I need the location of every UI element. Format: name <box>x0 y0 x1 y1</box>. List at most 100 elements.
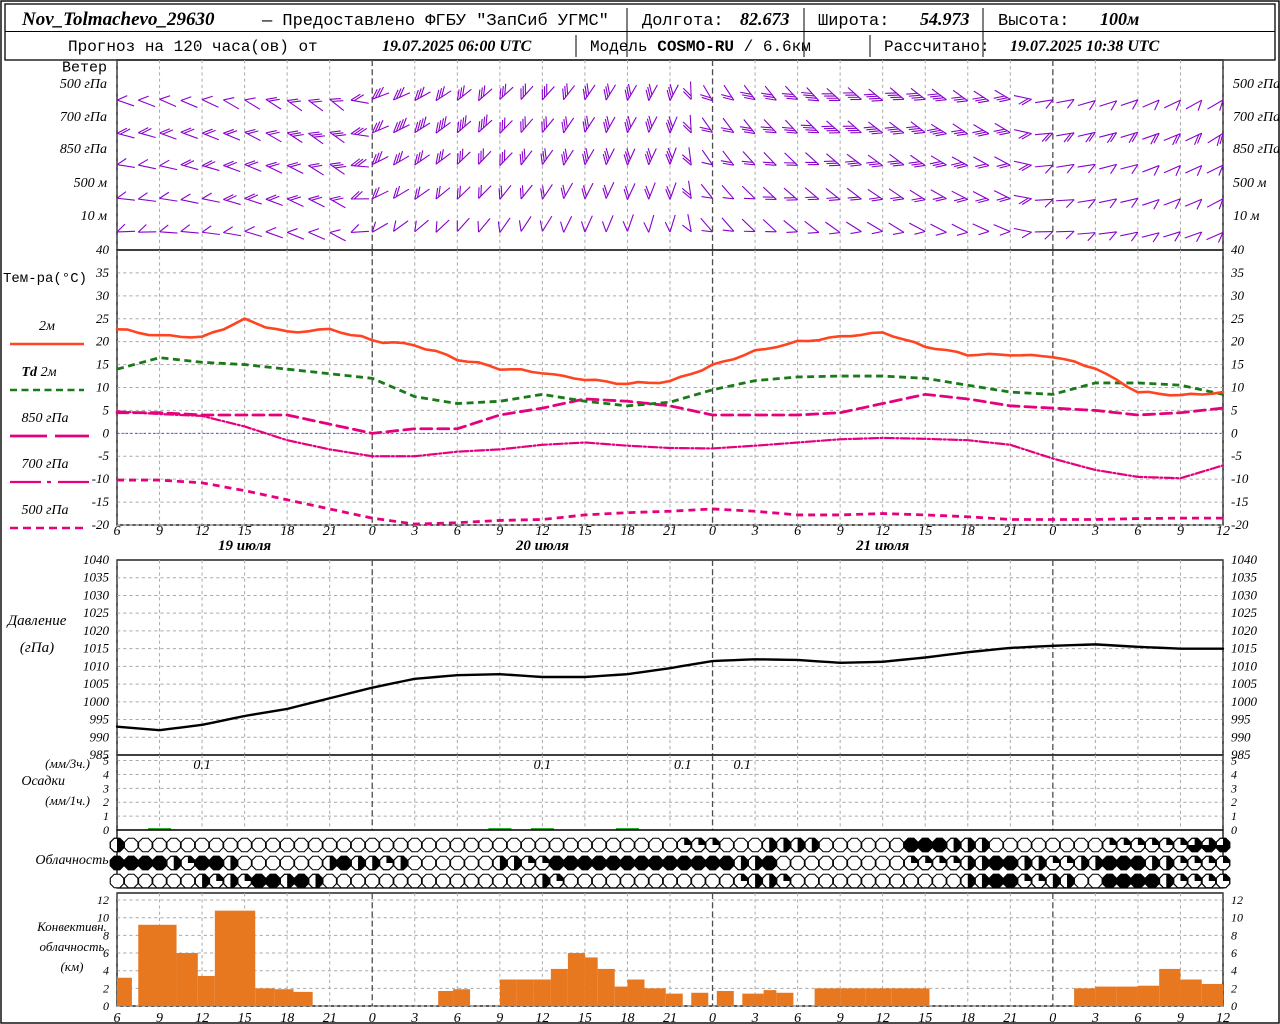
svg-text:3: 3 <box>1230 781 1237 795</box>
svg-text:6: 6 <box>1134 1011 1141 1024</box>
svg-text:1010: 1010 <box>83 658 110 673</box>
svg-text:18: 18 <box>280 1011 294 1024</box>
svg-text:8: 8 <box>1231 928 1237 942</box>
svg-text:0.1: 0.1 <box>734 758 752 773</box>
svg-text:3: 3 <box>410 524 418 539</box>
svg-text:0: 0 <box>1231 823 1237 837</box>
svg-text:6: 6 <box>1134 524 1141 539</box>
svg-text:9: 9 <box>496 524 503 539</box>
svg-text:10 м: 10 м <box>1233 209 1260 224</box>
svg-text:30: 30 <box>1230 288 1245 303</box>
svg-text:1000: 1000 <box>1231 694 1258 709</box>
svg-text:2: 2 <box>103 795 109 809</box>
svg-text:-20: -20 <box>1231 517 1249 532</box>
svg-text:1000: 1000 <box>83 694 110 709</box>
svg-text:995: 995 <box>90 712 110 727</box>
svg-text:1025: 1025 <box>1231 605 1258 620</box>
svg-text:6: 6 <box>1231 946 1237 960</box>
svg-text:1040: 1040 <box>83 552 110 567</box>
svg-text:82.673: 82.673 <box>740 9 790 29</box>
svg-text:1005: 1005 <box>83 676 110 691</box>
svg-text:Облачность: Облачность <box>35 853 108 868</box>
svg-text:6: 6 <box>114 524 121 539</box>
svg-text:10: 10 <box>1231 380 1245 395</box>
svg-text:19 июля: 19 июля <box>218 538 271 554</box>
svg-text:(гПа): (гПа) <box>20 640 54 656</box>
svg-text:12: 12 <box>535 1011 549 1024</box>
svg-text:12: 12 <box>97 893 109 907</box>
svg-text:20: 20 <box>1231 334 1245 349</box>
svg-text:6: 6 <box>794 1011 801 1024</box>
svg-text:15: 15 <box>1231 357 1245 372</box>
svg-text:Прогноз на 120 часа(ов) от: Прогноз на 120 часа(ов) от <box>68 38 318 56</box>
svg-text:35: 35 <box>95 265 110 280</box>
svg-text:9: 9 <box>156 1011 163 1024</box>
svg-text:(мм/3ч.): (мм/3ч.) <box>45 756 90 771</box>
svg-text:5: 5 <box>1231 754 1237 768</box>
svg-text:Nov_Tolmachevo_29630: Nov_Tolmachevo_29630 <box>21 9 215 30</box>
svg-text:850 гПа: 850 гПа <box>1233 142 1280 157</box>
svg-text:0: 0 <box>103 999 109 1013</box>
svg-text:40: 40 <box>96 242 110 257</box>
svg-text:12: 12 <box>1231 893 1243 907</box>
svg-text:3: 3 <box>1091 1011 1099 1024</box>
svg-text:9: 9 <box>1177 524 1184 539</box>
svg-text:25: 25 <box>96 311 110 326</box>
svg-text:19.07.2025 06:00 UTC: 19.07.2025 06:00 UTC <box>382 38 532 55</box>
svg-text:9: 9 <box>1177 1011 1184 1024</box>
svg-text:54.973: 54.973 <box>920 9 970 29</box>
svg-text:15: 15 <box>918 524 932 539</box>
svg-text:2: 2 <box>1231 795 1237 809</box>
svg-text:1: 1 <box>103 809 109 823</box>
svg-text:19.07.2025 10:38 UTC: 19.07.2025 10:38 UTC <box>1010 38 1160 55</box>
svg-text:18: 18 <box>961 1011 975 1024</box>
svg-text:1030: 1030 <box>1231 588 1258 603</box>
svg-text:12: 12 <box>535 524 549 539</box>
svg-text:(км): (км) <box>60 959 83 974</box>
svg-text:0.1: 0.1 <box>193 758 211 773</box>
svg-text:12: 12 <box>876 1011 890 1024</box>
svg-text:12: 12 <box>195 1011 209 1024</box>
svg-text:12: 12 <box>1216 524 1230 539</box>
svg-text:500 м: 500 м <box>74 176 108 191</box>
svg-text:1025: 1025 <box>83 605 110 620</box>
svg-text:0: 0 <box>1049 1011 1056 1024</box>
svg-text:10: 10 <box>96 380 110 395</box>
svg-text:850 гПа: 850 гПа <box>21 411 68 426</box>
svg-text:4: 4 <box>1231 964 1237 978</box>
svg-text:0: 0 <box>1231 425 1238 440</box>
svg-text:Модель COSMO-RU / 6.6км: Модель COSMO-RU / 6.6км <box>590 38 811 56</box>
svg-text:1020: 1020 <box>1231 623 1258 638</box>
svg-text:18: 18 <box>621 524 635 539</box>
svg-text:40: 40 <box>1231 242 1245 257</box>
svg-text:18: 18 <box>280 524 294 539</box>
svg-text:облачность: облачность <box>40 939 105 954</box>
svg-text:0: 0 <box>103 823 109 837</box>
svg-text:2м: 2м <box>39 319 55 334</box>
svg-text:990: 990 <box>90 729 110 744</box>
svg-text:1035: 1035 <box>83 570 110 585</box>
svg-text:21 июля: 21 июля <box>855 538 909 554</box>
svg-text:1040: 1040 <box>1231 552 1258 567</box>
svg-text:Долгота:: Долгота: <box>642 12 724 31</box>
svg-text:990: 990 <box>1231 729 1251 744</box>
svg-text:21: 21 <box>323 524 337 539</box>
svg-text:(мм/1ч.): (мм/1ч.) <box>45 793 90 808</box>
svg-text:35: 35 <box>1230 265 1245 280</box>
svg-text:15: 15 <box>578 1011 592 1024</box>
svg-text:3: 3 <box>102 781 109 795</box>
svg-text:500 гПа: 500 гПа <box>1233 77 1280 92</box>
svg-text:1020: 1020 <box>83 623 110 638</box>
svg-text:Широта:: Широта: <box>818 12 889 31</box>
svg-text:2: 2 <box>103 981 109 995</box>
svg-text:18: 18 <box>621 1011 635 1024</box>
svg-text:21: 21 <box>663 524 677 539</box>
svg-text:100м: 100м <box>1100 9 1139 29</box>
svg-text:21: 21 <box>1003 1011 1017 1024</box>
svg-text:9: 9 <box>837 524 844 539</box>
svg-text:-15: -15 <box>92 494 110 509</box>
svg-text:1035: 1035 <box>1231 570 1258 585</box>
svg-text:500 м: 500 м <box>1233 176 1267 191</box>
svg-text:1010: 1010 <box>1231 658 1258 673</box>
svg-text:25: 25 <box>1231 311 1245 326</box>
